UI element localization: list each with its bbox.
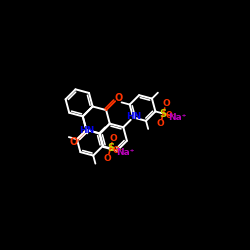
Text: O: O: [114, 93, 123, 103]
Text: S: S: [107, 143, 114, 153]
Text: HN: HN: [126, 112, 141, 122]
Text: Na⁺: Na⁺: [116, 148, 134, 156]
Text: O⁻: O⁻: [166, 111, 176, 120]
Text: O: O: [109, 134, 117, 143]
Text: S: S: [160, 108, 167, 118]
Text: Na⁺: Na⁺: [168, 113, 187, 122]
Text: O: O: [70, 137, 78, 147]
Text: HN: HN: [79, 126, 94, 135]
Text: O: O: [104, 154, 112, 162]
Text: O: O: [157, 119, 164, 128]
Text: O⁻: O⁻: [113, 146, 124, 155]
Text: O: O: [162, 99, 170, 108]
